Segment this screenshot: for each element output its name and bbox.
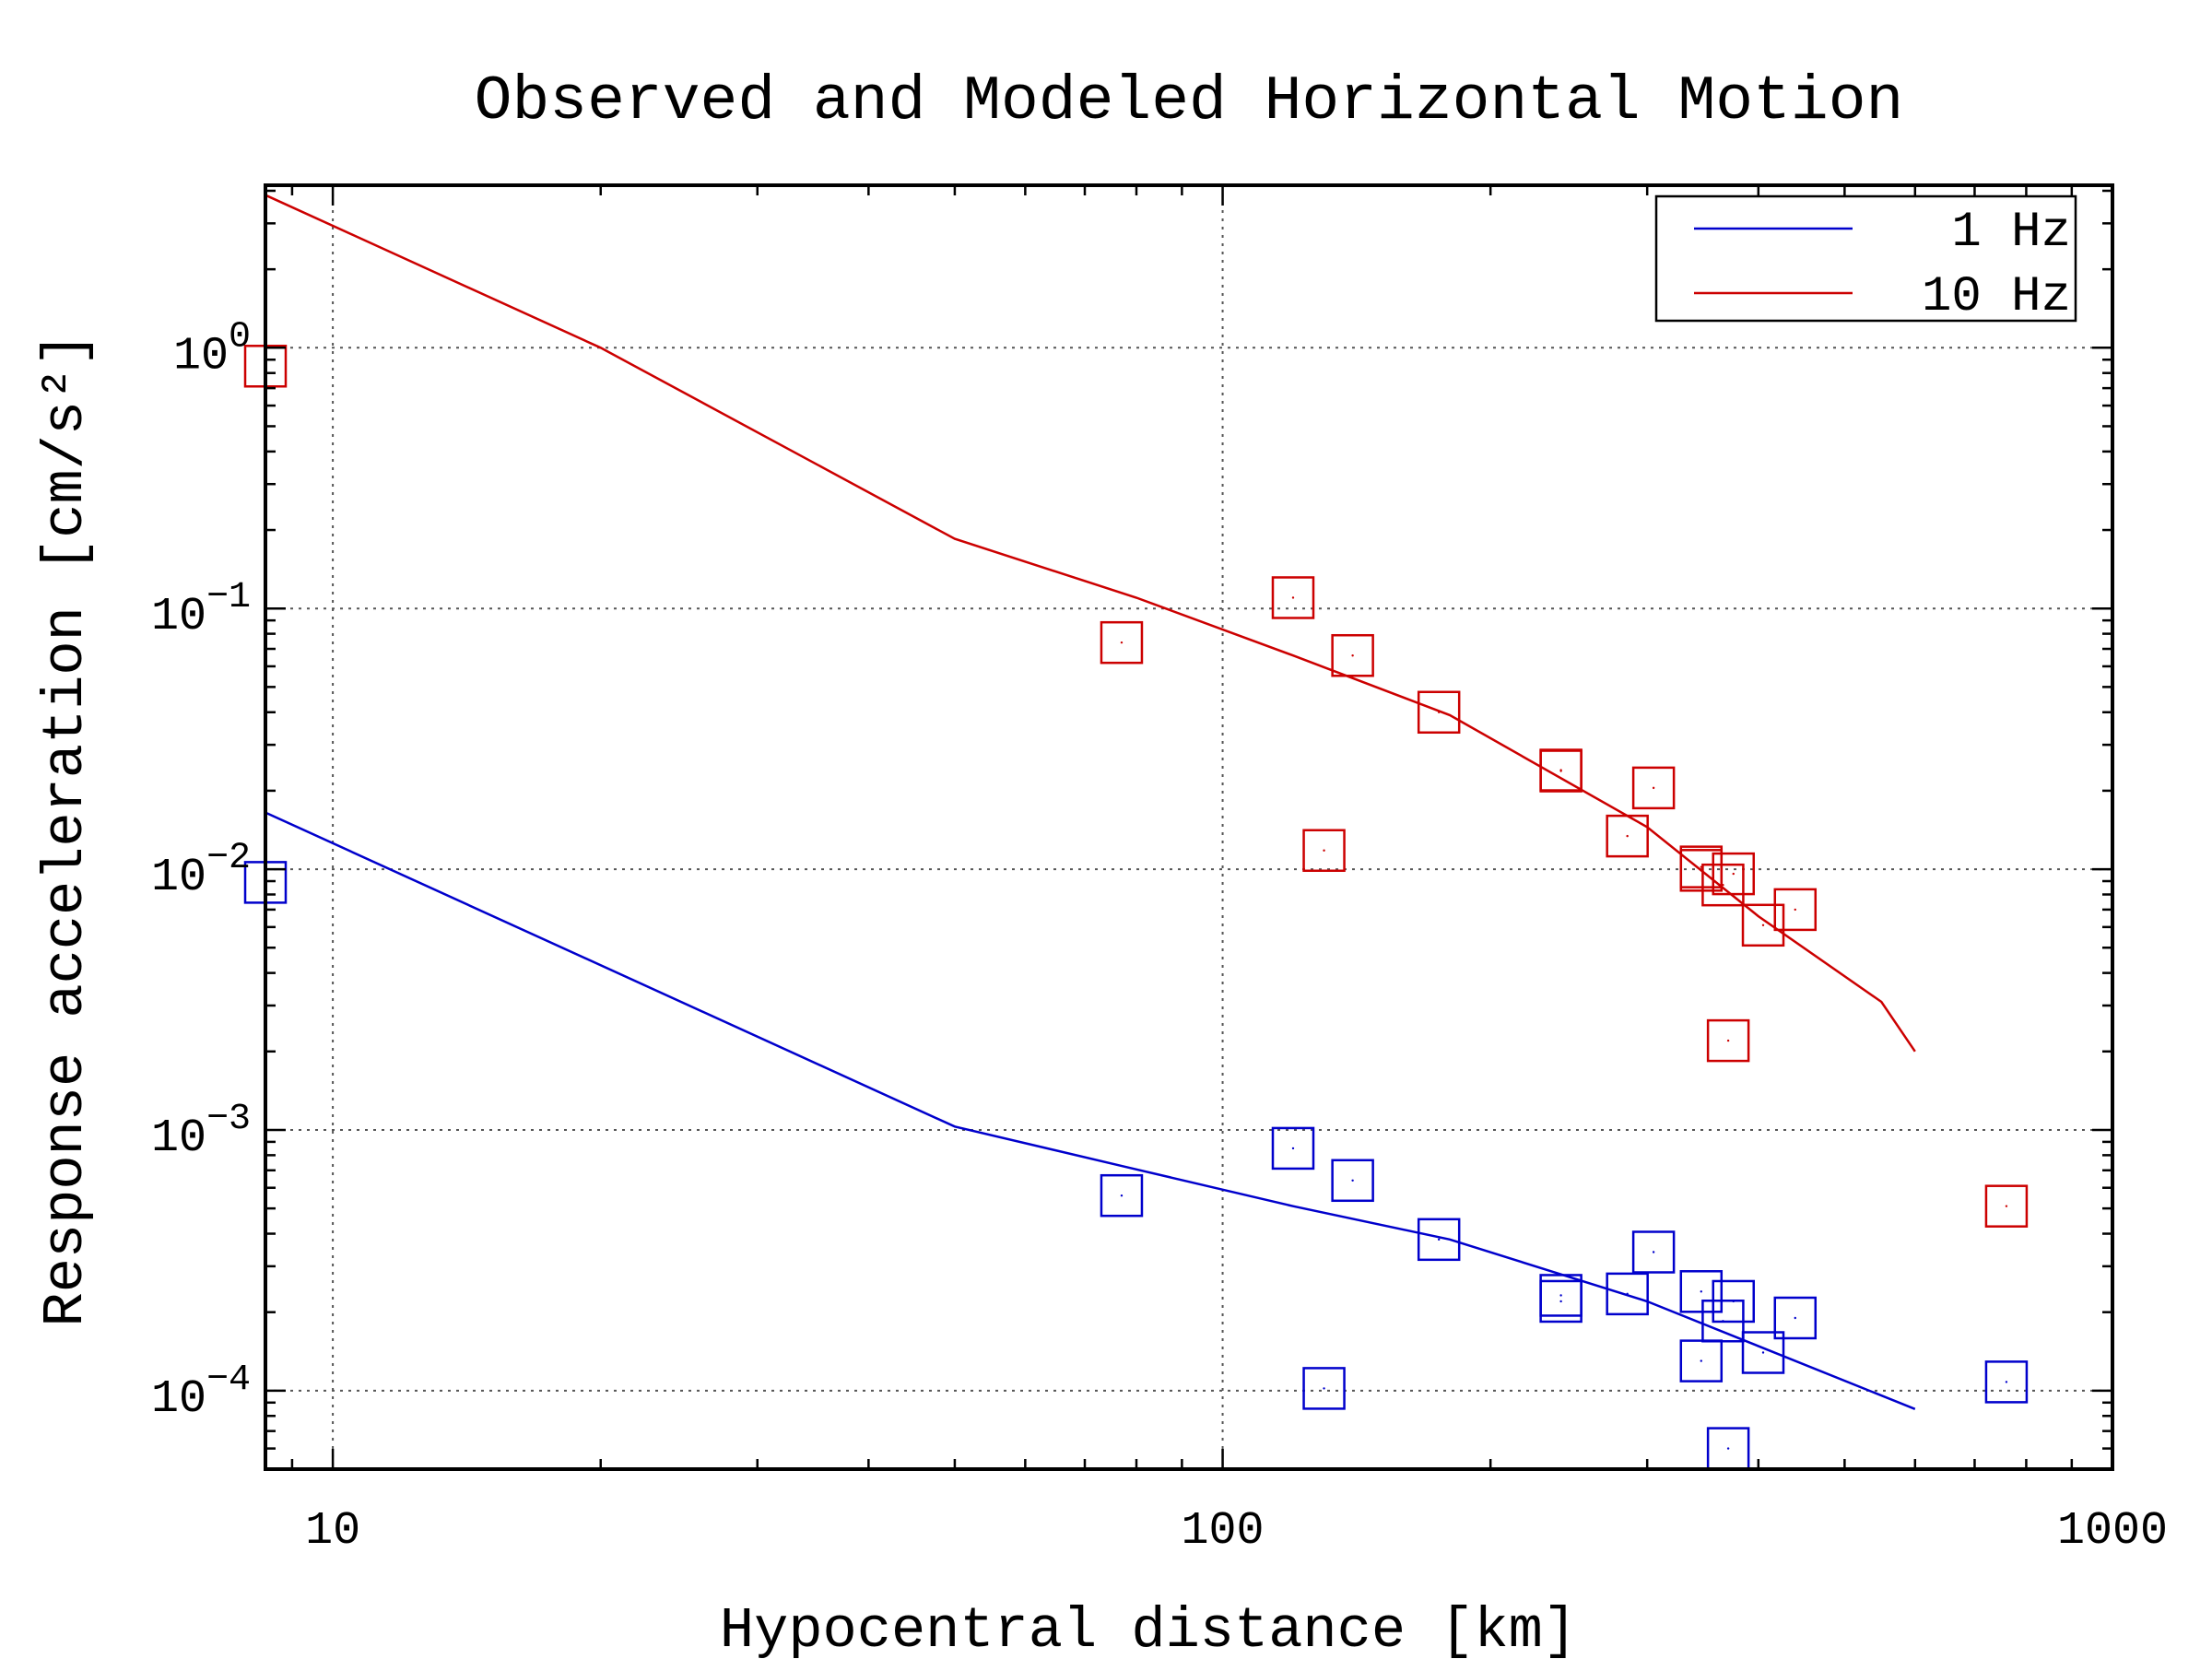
observed-marker-center [1323,1387,1325,1390]
observed-marker [1271,576,1315,619]
x-tick-label: 1000 [2057,1505,2168,1558]
observed-marker-center [1722,883,1724,887]
observed-marker [1712,1279,1755,1324]
observed-marker-center [1323,849,1325,852]
y-tick-label: 100 [173,316,251,382]
observed-marker-center [1626,1292,1629,1296]
observed-marker-center [1700,1290,1702,1293]
observed-marker-center [1652,786,1655,790]
model-line-10-Hz [265,194,1916,1053]
observed-marker-center [1559,1300,1562,1303]
observed-marker [1773,1296,1818,1340]
observed-marker [1712,852,1755,896]
observed-marker-center [1726,1447,1730,1450]
observed-marker [1100,620,1144,665]
observed-marker-center [1120,1194,1124,1197]
x-tick-label: 100 [1182,1505,1265,1558]
observed-marker-center [1794,908,1796,912]
y-tick-label: 10−1 [151,577,251,643]
observed-marker [1539,749,1583,793]
axis-ticks [265,185,2114,1469]
observed-marker [1331,1159,1374,1203]
observed-marker-center [1559,770,1562,772]
observed-marker-center [1437,1238,1441,1241]
legend-box [1654,194,2077,323]
y-tick-label: 10−3 [151,1099,251,1165]
model-line-1-Hz [265,811,1916,1410]
y-axis-label: Response acceleration [cm/s²] [33,333,99,1327]
observed-marker [1679,1270,1724,1313]
y-tick-label: 10−2 [151,838,251,904]
observed-marker [1539,1274,1583,1317]
observed-marker-center [1437,711,1441,713]
grid-lines [265,185,2112,1469]
observed-marker [1302,1367,1346,1410]
observed-marker-center [1732,872,1735,876]
x-tick-label: 10 [305,1505,360,1558]
observed-marker-center [1732,1300,1735,1303]
observed-marker-center [1120,641,1124,644]
observed-marker-center [1700,1359,1702,1362]
observed-marker [1773,888,1818,932]
y-tick-labels: 100 10−1 10−2 10−3 10−4 [151,316,251,1426]
axes-frame [264,183,2114,1471]
legend-label: 1 Hz [1951,205,2071,261]
observed-marker-center [1626,834,1629,838]
observed-marker [1701,863,1745,907]
observed-marker-center [1652,1251,1655,1253]
observed-marker [1417,1218,1461,1262]
x-axis-label: Hypocentral distance [km] [720,1598,1577,1659]
observed-marker [1100,1173,1144,1218]
observed-marker [1741,903,1785,947]
legend-label: 10 Hz [1922,269,2071,325]
observed-marker [1331,633,1374,677]
observed-marker-center [2005,1205,2008,1207]
observed-marker-center [1351,1179,1354,1182]
observed-marker [1271,1126,1315,1171]
y-tick-label: 10−4 [151,1359,251,1426]
observed-marker [1679,1339,1724,1382]
observed-marker [1679,845,1724,888]
observed-marker-center [1291,596,1295,599]
observed-marker [1606,814,1649,858]
observed-marker-center [1351,654,1354,657]
observed-marker-center [1761,924,1765,927]
observed-marker-center [1761,1351,1765,1354]
observed-marker [1984,1360,2029,1404]
observed-marker [1984,1184,2029,1228]
observed-marker [1606,1272,1649,1316]
observed-marker-center [1559,1294,1562,1297]
observed-marker [1302,829,1346,872]
plot-area [243,194,2029,1470]
chart-title: Observed and Modeled Horizontal Motion [475,66,1904,137]
observed-marker-center [2005,1381,2008,1383]
observed-marker-center [1726,1039,1730,1042]
x-tick-labels: 10 100 1000 [305,1505,2168,1558]
observed-marker-center [1291,1147,1295,1150]
observed-marker [1741,1331,1785,1374]
observed-marker [1417,690,1461,735]
observed-marker [1706,1018,1750,1063]
observed-marker-center [1794,1316,1796,1320]
observed-marker [1631,766,1676,810]
legend: 1 Hz 10 Hz [1654,194,2077,325]
observed-marker [1631,1230,1676,1274]
